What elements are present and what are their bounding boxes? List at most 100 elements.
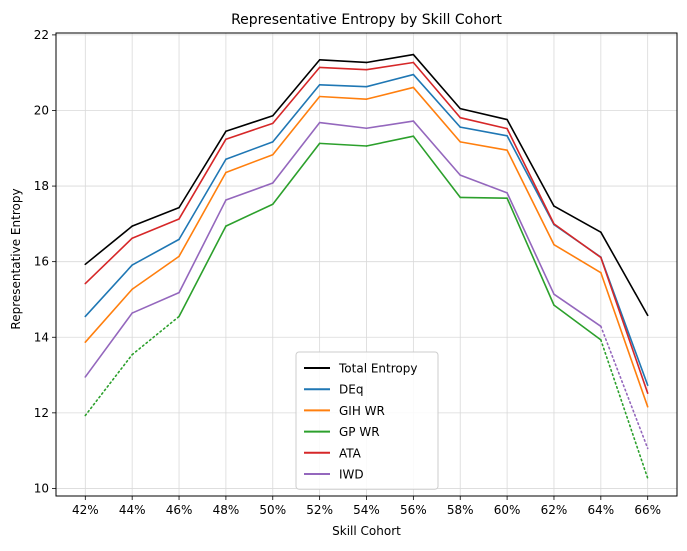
series-segment — [600, 231, 649, 317]
series-segment — [178, 138, 227, 220]
series-segment — [178, 130, 227, 209]
series-segment — [365, 135, 415, 147]
x-tick-label: 56% — [400, 503, 427, 517]
series-segment — [459, 107, 508, 121]
y-tick-label: 18 — [34, 179, 49, 193]
legend-label: DEq — [339, 383, 363, 397]
x-tick-label: 60% — [494, 503, 521, 517]
series-segment — [225, 153, 274, 174]
series-gp-wr — [84, 135, 649, 480]
x-axis-label: Skill Cohort — [332, 524, 401, 538]
x-tick-label: 62% — [541, 503, 568, 517]
x-tick-label: 64% — [587, 503, 614, 517]
series-segment — [412, 61, 462, 119]
series-segment — [459, 141, 508, 151]
series-segment — [600, 325, 649, 450]
series-segment — [365, 120, 415, 130]
legend-label: ATA — [339, 446, 362, 460]
x-tick-label: 54% — [353, 503, 380, 517]
series-segment — [131, 255, 180, 291]
series-segment — [506, 135, 555, 226]
chart-title: Representative Entropy by Skill Cohort — [231, 12, 502, 28]
series-segment — [459, 116, 508, 130]
y-tick-label: 10 — [34, 481, 49, 495]
series-segment — [506, 149, 555, 246]
series-segment — [131, 315, 180, 356]
series-segment — [318, 95, 368, 100]
series-segment — [225, 114, 274, 133]
series-segment — [225, 141, 274, 161]
legend-box — [295, 351, 439, 490]
series-segment — [412, 53, 462, 110]
series-segment — [365, 73, 415, 88]
series-segment — [178, 171, 227, 258]
series-segment — [84, 353, 133, 417]
series-segment — [459, 174, 508, 194]
series-segment — [271, 66, 321, 125]
series-segment — [553, 223, 602, 259]
series-segment — [553, 293, 602, 328]
series-segment — [131, 218, 180, 240]
series-segment — [412, 86, 462, 143]
series-segment — [553, 243, 602, 274]
series-total-entropy — [84, 53, 649, 317]
series-segment — [84, 225, 133, 266]
series-segment — [178, 225, 227, 318]
series-segment — [506, 192, 555, 295]
series-segment — [84, 237, 133, 285]
y-tick-label: 16 — [34, 255, 49, 269]
series-segment — [318, 142, 368, 147]
series-segment — [84, 264, 133, 318]
legend-label: GP WR — [339, 425, 380, 439]
series-segment — [506, 118, 555, 207]
x-tick-label: 52% — [306, 503, 333, 517]
series-segment — [131, 206, 180, 227]
y-axis-label: Representative Entropy — [9, 188, 23, 329]
series-segment — [318, 121, 368, 130]
y-tick-label: 20 — [34, 103, 49, 117]
series-gih-wr — [84, 86, 649, 408]
series-segment — [271, 83, 321, 143]
series-segment — [600, 339, 649, 480]
x-tick-label: 48% — [213, 503, 240, 517]
series-segment — [506, 197, 555, 306]
series-segment — [225, 122, 274, 141]
series-segment — [84, 288, 133, 343]
series-segment — [225, 203, 274, 227]
series-segment — [271, 142, 321, 206]
series-ata — [84, 61, 649, 394]
series-segment — [365, 53, 415, 64]
series-segment — [131, 238, 180, 266]
series-segment — [271, 121, 321, 184]
legend: Total Entropy DEq GIH WR GP WR ATA IWD — [295, 351, 439, 490]
legend-label: GIH WR — [339, 404, 385, 418]
series-segment — [412, 73, 462, 128]
series-segment — [412, 135, 462, 199]
series-segment — [271, 59, 321, 117]
axes: 42% 44% 46% 48% 50% 52% 54% 56% 58% 60% 62% 64% 66% 1… — [34, 28, 661, 517]
series-segment — [318, 66, 368, 71]
series-segment — [178, 158, 227, 241]
y-tick-label: 22 — [34, 28, 49, 42]
series-segment — [412, 120, 462, 176]
series-segment — [600, 271, 649, 408]
series-layer — [84, 53, 649, 480]
series-segment — [553, 304, 602, 341]
series-segment — [271, 95, 321, 156]
series-segment — [553, 205, 602, 233]
y-tick-label: 14 — [34, 330, 49, 344]
series-segment — [600, 256, 649, 394]
series-deq — [84, 73, 649, 387]
y-tick-label: 12 — [34, 406, 49, 420]
series-iwd — [84, 120, 649, 450]
series-segment — [459, 196, 508, 199]
series-segment — [365, 61, 415, 71]
series-segment — [506, 127, 555, 225]
series-segment — [365, 86, 415, 100]
x-tick-label: 44% — [119, 503, 146, 517]
series-segment — [318, 83, 368, 88]
series-segment — [225, 182, 274, 201]
x-tick-label: 66% — [634, 503, 661, 517]
